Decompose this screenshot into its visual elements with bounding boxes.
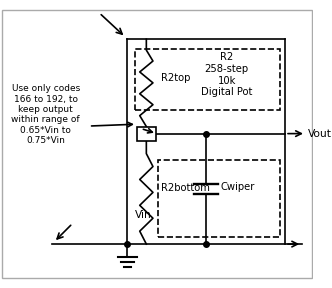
Text: Vin: Vin bbox=[135, 211, 152, 221]
Text: Vout: Vout bbox=[308, 129, 332, 139]
Text: R2top: R2top bbox=[161, 73, 191, 83]
Bar bbox=[137, 126, 156, 141]
Text: R2bottom: R2bottom bbox=[161, 183, 210, 193]
Text: R2
258-step
10k
Digital Pot: R2 258-step 10k Digital Pot bbox=[201, 52, 252, 97]
Bar bbox=[135, 49, 281, 110]
Text: Cwiper: Cwiper bbox=[221, 182, 255, 192]
Text: Use only codes
166 to 192, to
keep output
within range of
0.65*Vin to
0.75*Vin: Use only codes 166 to 192, to keep outpu… bbox=[11, 84, 80, 145]
Bar bbox=[158, 160, 281, 236]
